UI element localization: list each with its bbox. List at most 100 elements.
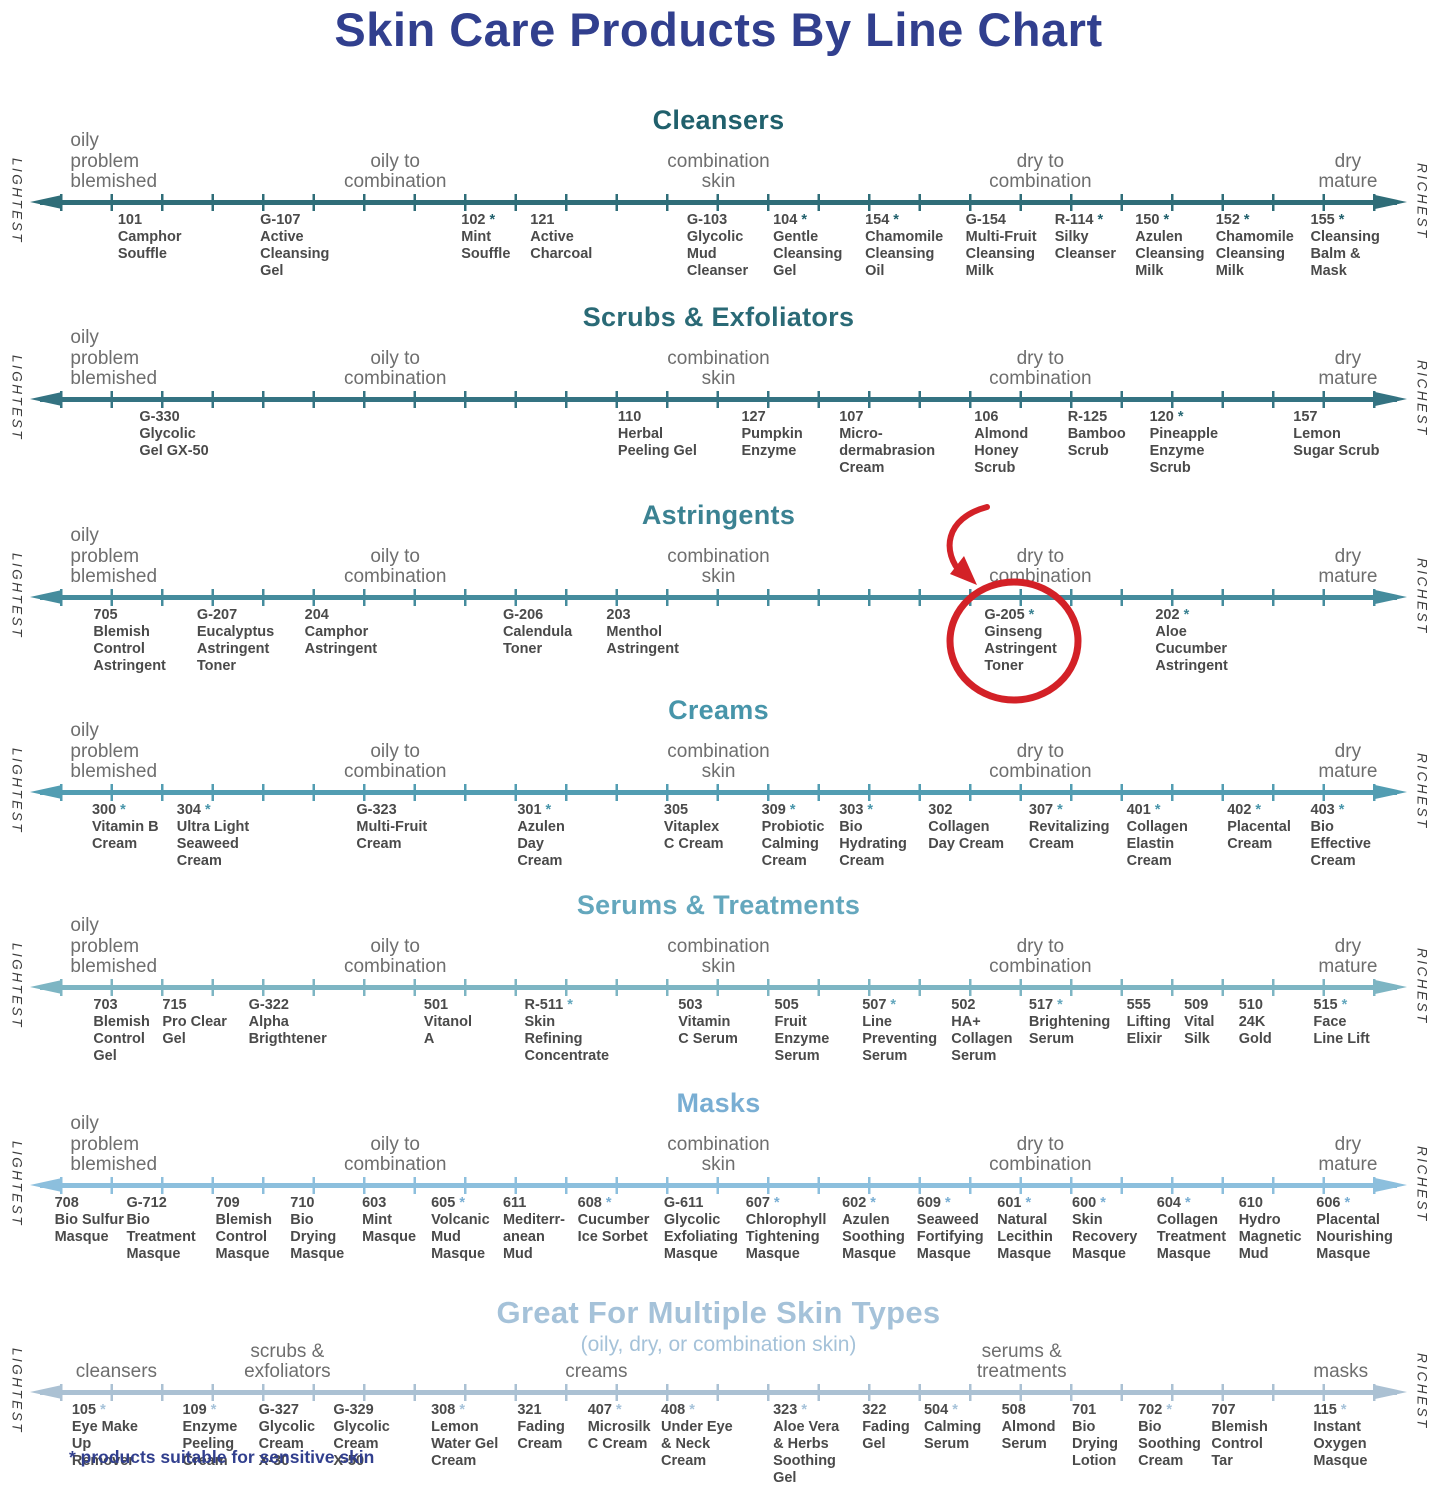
- left-arrowhead-icon: [30, 392, 62, 406]
- section-scrubs-exfoliators: Scrubs & Exfoliators oily problem blemish…: [0, 302, 1437, 502]
- left-arrowhead-icon: [30, 195, 62, 209]
- product-name: Vitamin B Cream: [91, 819, 159, 853]
- product-name: Vitaplex C Cream: [663, 819, 724, 853]
- product-name: Blemish Control Gel: [93, 1014, 150, 1065]
- product-name: Ultra Light Seaweed Cream: [176, 819, 250, 870]
- product-code: G-205 *: [984, 607, 1035, 623]
- product-label-127: 127 Pumpkin Enzyme: [741, 409, 802, 460]
- product-code: 402 *: [1227, 802, 1262, 818]
- product-code: G-327: [258, 1402, 299, 1418]
- product-code: 502: [951, 997, 976, 1013]
- product-code: 302: [928, 802, 953, 818]
- product-name: Lemon Sugar Scrub: [1293, 426, 1380, 460]
- sensitive-skin-star: *: [1021, 1195, 1032, 1211]
- skin-type-label: dry to combination: [989, 1133, 1092, 1176]
- sensitive-skin-star: *: [785, 802, 796, 818]
- section-subtitle: (oily, dry, or combination skin): [580, 1333, 857, 1356]
- axis-scrubs-exfoliators: [30, 391, 1407, 408]
- category-label: creams: [565, 1361, 628, 1383]
- product-label-710: 710 Bio Drying Masque: [290, 1195, 344, 1263]
- product-code: G-322: [248, 997, 289, 1013]
- skin-type-label: oily problem blemished: [70, 130, 158, 193]
- sensitive-skin-star: *: [206, 1402, 217, 1418]
- product-name: Blemish Control Masque: [215, 1212, 272, 1263]
- product-name: Lifting Elixir: [1126, 1014, 1171, 1048]
- product-name: Glycolic Gel GX-50: [139, 426, 209, 460]
- product-label-505: 505 Fruit Enzyme Serum: [775, 997, 830, 1065]
- product-label-G-712: G-712 Bio Treatment Masque: [126, 1195, 195, 1263]
- product-code: G-107: [260, 212, 301, 228]
- product-name: Pro Clear Gel: [162, 1014, 227, 1048]
- axis-creams: [30, 784, 1407, 801]
- product-name: Menthol Astringent: [606, 624, 679, 658]
- product-code: 703: [93, 997, 118, 1013]
- product-label-555: 555 Lifting Elixir: [1127, 997, 1171, 1048]
- product-code: 157: [1293, 409, 1318, 425]
- product-label-305: 305 Vitaplex C Cream: [664, 802, 724, 853]
- left-arrowhead-icon: [30, 590, 62, 604]
- richest-label: RICHEST: [1414, 1145, 1430, 1223]
- product-name: Calming Serum: [923, 1419, 982, 1453]
- sensitive-skin-star: *: [541, 802, 552, 818]
- product-name: Eye Make Up Remover: [71, 1419, 138, 1470]
- product-code: 109 *: [182, 1402, 217, 1418]
- axis-masks: [30, 1177, 1407, 1194]
- product-code: 303 *: [839, 802, 874, 818]
- product-code: 608 *: [577, 1195, 612, 1211]
- product-label-152: 152 * Chamomile Cleansing Milk: [1216, 212, 1294, 280]
- product-name: Fruit Enzyme Serum: [774, 1014, 830, 1065]
- section-heading-masks: Masks: [676, 1088, 761, 1118]
- product-code: 308 *: [431, 1402, 465, 1418]
- sensitive-skin-star: *: [866, 1195, 876, 1211]
- sensitive-skin-star: *: [455, 1402, 465, 1418]
- product-code: G-206: [502, 607, 544, 623]
- section-astringents: Astringents oily problem blemished oily to…: [0, 500, 1437, 700]
- product-code: 708: [54, 1195, 79, 1211]
- product-code: G-103: [686, 212, 728, 228]
- product-name: Face Line Lift: [1313, 1014, 1370, 1048]
- skin-type-label: dry mature: [1318, 150, 1378, 193]
- tick-marks: [60, 194, 1377, 211]
- sensitive-skin-star: *: [601, 1195, 612, 1211]
- product-code: R-511 *: [524, 997, 573, 1013]
- product-label-407: 407 * Microsilk C Cream: [588, 1402, 651, 1453]
- product-code: 610: [1238, 1195, 1263, 1211]
- product-label-610: 610 Hydro Magnetic Mud: [1239, 1195, 1302, 1263]
- section-heading-creams: Creams: [668, 695, 769, 725]
- section-heading-multiple-skin-types: Great For Multiple Skin Types: [496, 1295, 941, 1330]
- product-code: 203: [606, 607, 631, 623]
- product-name: Bio Drying Lotion: [1072, 1419, 1118, 1470]
- product-label-601: 601 * Natural Lecithin Masque: [997, 1195, 1053, 1263]
- product-code: 301 *: [517, 802, 552, 818]
- product-name: Silky Cleanser: [1054, 229, 1117, 263]
- left-arrowhead-icon: [30, 785, 62, 799]
- product-label-510: 510 24K Gold: [1239, 997, 1272, 1048]
- richest-label: RICHEST: [1414, 162, 1430, 240]
- skin-type-label: oily problem blemished: [70, 1113, 158, 1176]
- product-name: Camphor Souffle: [117, 229, 182, 263]
- product-label-G-322: G-322 Alpha Brigthtener: [249, 997, 327, 1048]
- product-name: Eucalyptus Astringent Toner: [196, 624, 275, 675]
- product-name: Mint Masque: [362, 1212, 417, 1246]
- sensitive-skin-star: *: [1150, 802, 1161, 818]
- product-code: 150 *: [1135, 212, 1170, 228]
- product-label-G-330: G-330 Glycolic Gel GX-50: [139, 409, 208, 460]
- product-code: 121: [530, 212, 555, 228]
- product-name: Vitamin C Serum: [678, 1014, 738, 1048]
- skin-type-label: oily to combination: [343, 740, 447, 783]
- product-label-600: 600 * Skin Recovery Masque: [1072, 1195, 1137, 1263]
- sensitive-skin-star: *: [797, 1402, 807, 1418]
- product-label-715: 715 Pro Clear Gel: [162, 997, 226, 1048]
- product-code: 705: [93, 607, 118, 623]
- product-code: 152 *: [1215, 212, 1250, 228]
- product-label-115: 115 * Instant Oxygen Masque: [1313, 1402, 1367, 1470]
- product-name: Natural Lecithin Masque: [997, 1212, 1053, 1263]
- product-code: 307 *: [1028, 802, 1063, 818]
- product-label-517: 517 * Brightening Serum: [1029, 997, 1110, 1048]
- product-label-101: 101 Camphor Souffle: [118, 212, 182, 263]
- product-name: Vital Silk: [1184, 1014, 1215, 1048]
- category-label: serums & treatments: [976, 1340, 1067, 1383]
- product-name: Multi-Fruit Cleansing Milk: [965, 229, 1037, 280]
- product-code: 321: [517, 1402, 542, 1418]
